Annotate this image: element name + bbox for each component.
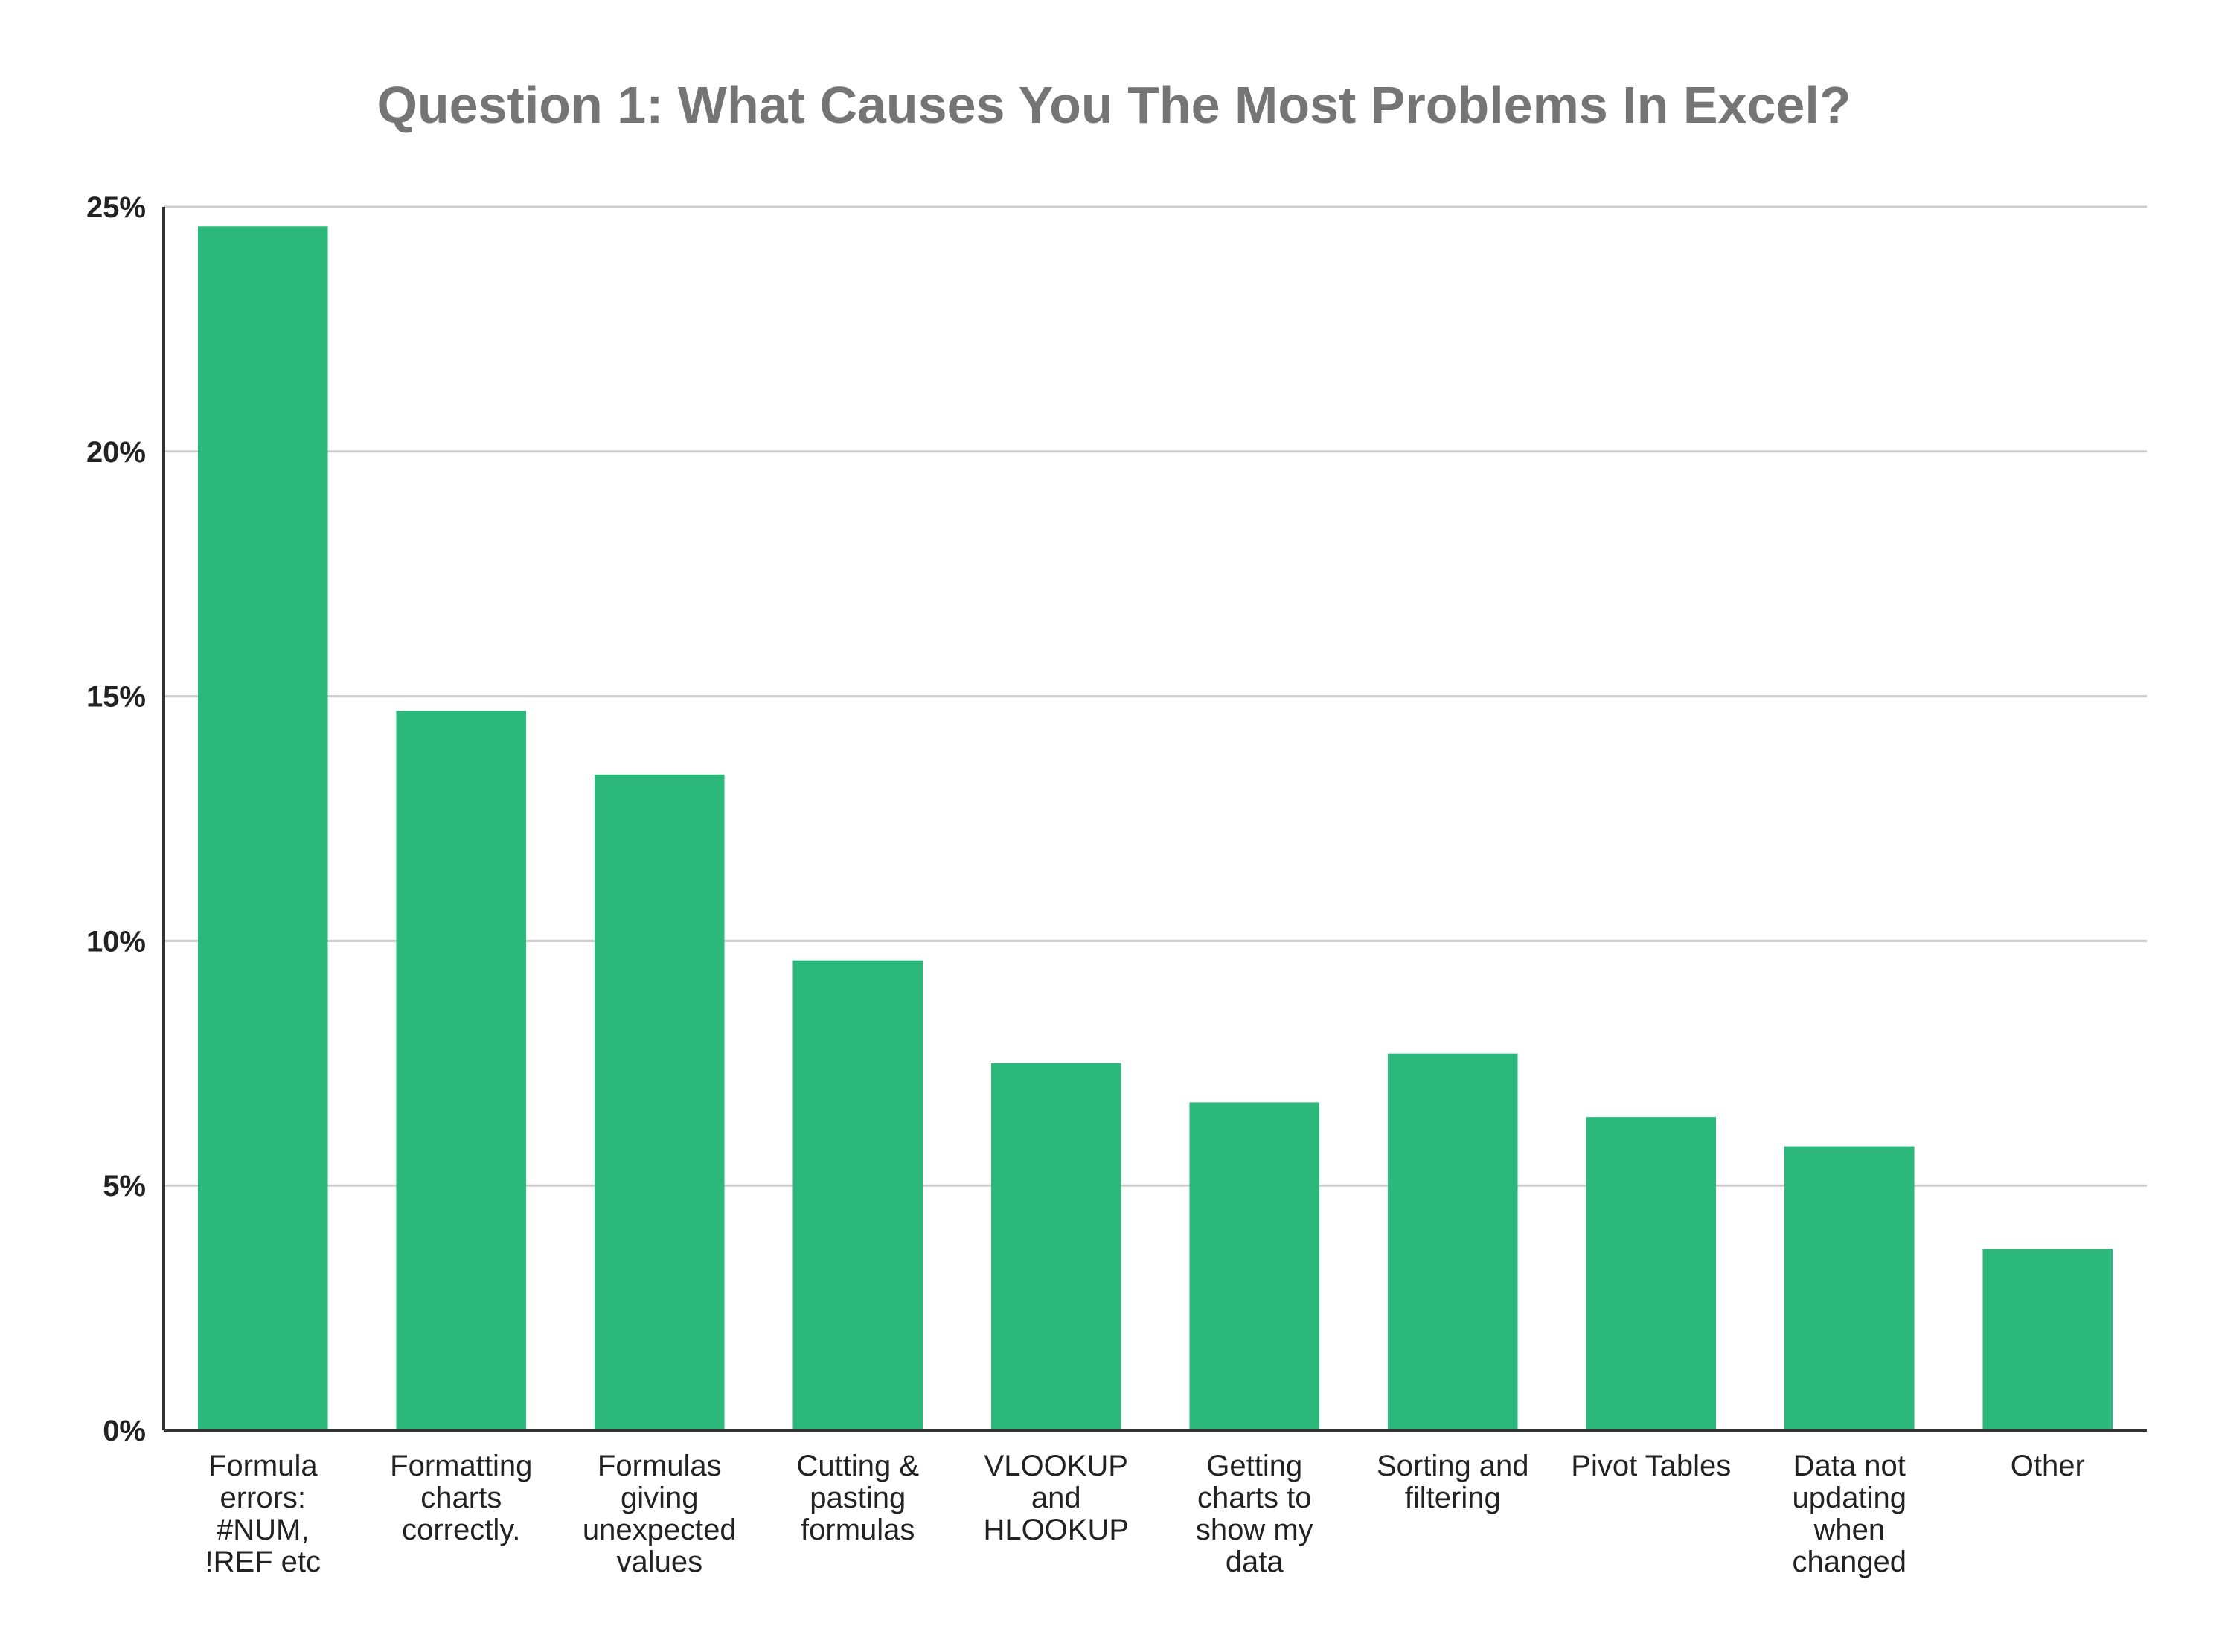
x-tick-label-line: changed (1793, 1546, 1906, 1578)
bar (990, 1063, 1121, 1430)
y-tick-labels: 0% 5% 10% 15% 20% 25% (86, 191, 146, 1447)
axes (162, 207, 2147, 1432)
x-tick-label-line: errors: (220, 1482, 306, 1514)
x-tick-label: Formulas giving unexpected values (583, 1450, 737, 1578)
x-tick-label-line: show my (1196, 1514, 1313, 1546)
bar (1586, 1117, 1717, 1430)
x-tick-label-line: updating (1793, 1482, 1906, 1514)
y-tick-label: 10% (86, 925, 146, 958)
x-tick-label: Getting charts to show my data (1196, 1450, 1313, 1578)
y-tick-label: 5% (103, 1170, 146, 1203)
bar (1982, 1249, 2113, 1430)
x-tick-label-line: HLOOKUP (983, 1514, 1129, 1546)
x-tick-label: Cutting & pasting formulas (796, 1450, 919, 1546)
x-tick-label-line: !REF etc (205, 1546, 321, 1578)
x-tick-label-line: Formatting (390, 1450, 532, 1482)
y-tick-label: 20% (86, 436, 146, 469)
x-tick-label: Data not updating when changed (1793, 1450, 1906, 1578)
x-tick-label-line: Sorting and (1377, 1450, 1529, 1482)
bar (396, 711, 527, 1430)
x-tick-label-line: Cutting & (796, 1450, 919, 1482)
x-tick-label-line: charts to (1197, 1482, 1311, 1514)
x-tick-label-line: #NUM, (217, 1514, 309, 1546)
x-tick-label-line: giving (621, 1482, 699, 1514)
x-tick-label-line: Getting (1206, 1450, 1302, 1482)
x-tick-label: VLOOKUP and HLOOKUP (983, 1450, 1129, 1546)
x-tick-label: Formatting charts correctly. (390, 1450, 532, 1546)
chart-title: Question 1: What Causes You The Most Pro… (377, 76, 1851, 134)
x-tick-label-line: charts (420, 1482, 502, 1514)
x-tick-label: Sorting and filtering (1377, 1450, 1529, 1514)
x-tick-label-line: and (1031, 1482, 1081, 1514)
x-tick-label-line: VLOOKUP (984, 1450, 1128, 1482)
x-tick-label-line: Data not (1793, 1450, 1906, 1482)
bar (1387, 1053, 1518, 1430)
bar (197, 226, 328, 1431)
bar (594, 774, 725, 1430)
x-tick-label: Pivot Tables (1571, 1450, 1731, 1482)
y-tick-label: 15% (86, 681, 146, 714)
bars (197, 226, 2113, 1431)
x-tick-label-line: Formula (208, 1450, 318, 1482)
x-tick-label-line: pasting (810, 1482, 906, 1514)
x-tick-label: Formula errors: #NUM, !REF etc (205, 1450, 321, 1578)
x-tick-label-line: filtering (1405, 1482, 1501, 1514)
y-tick-label: 25% (86, 191, 146, 224)
x-tick-label-line: Other (2011, 1450, 2085, 1482)
y-tick-label: 0% (103, 1415, 146, 1447)
x-tick-label-line: data (1226, 1546, 1284, 1578)
bar (792, 960, 923, 1430)
x-tick-label-line: when (1813, 1514, 1885, 1546)
bar (1784, 1146, 1915, 1430)
x-tick-label: Other (2011, 1450, 2085, 1482)
x-tick-label-line: formulas (801, 1514, 915, 1546)
x-tick-label-line: unexpected (583, 1514, 737, 1546)
x-tick-label-line: correctly. (402, 1514, 520, 1546)
x-tick-label-line: values (616, 1546, 702, 1578)
x-tick-label-line: Pivot Tables (1571, 1450, 1731, 1482)
x-tick-label-line: Formulas (598, 1450, 722, 1482)
bar (1189, 1102, 1320, 1430)
